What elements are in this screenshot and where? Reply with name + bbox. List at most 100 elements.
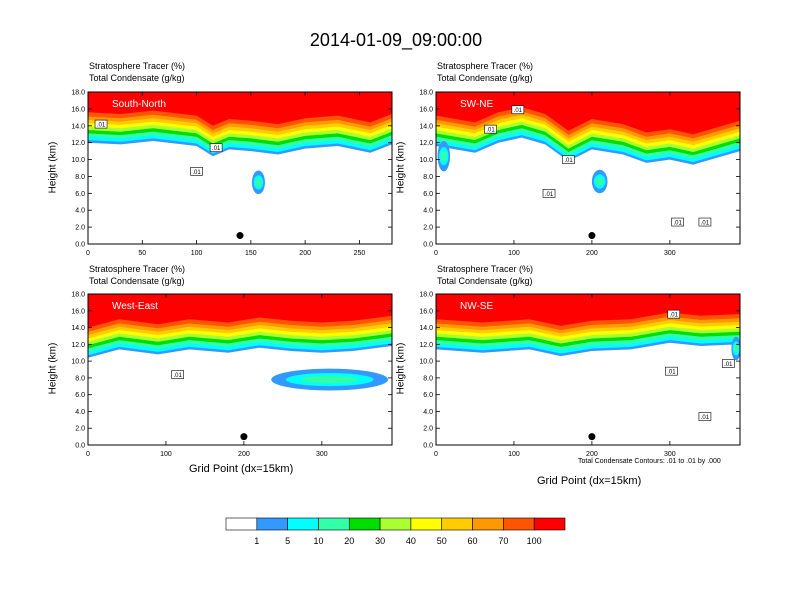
x-tick-label: 150 bbox=[245, 250, 257, 257]
tracer-band-0 bbox=[88, 92, 392, 126]
y-tick-label: 0.0 bbox=[423, 242, 433, 249]
panel-3: .01 .01 .01 .01 NW-SE 0.0 2.0 4.0 6.0 8.0 10.0 12.0… bbox=[419, 292, 741, 458]
tracer-band-0 bbox=[436, 92, 740, 135]
page-title: 2014-01-09_09:00:00 bbox=[309, 30, 483, 50]
y-tick-label: 12.0 bbox=[71, 140, 85, 147]
contour-label: .01 bbox=[97, 123, 106, 129]
location-marker bbox=[240, 433, 248, 441]
colorbar-swatch bbox=[287, 517, 319, 531]
y-tick-label: 18.0 bbox=[71, 90, 85, 97]
colorbar-label: 40 bbox=[406, 536, 416, 546]
y-tick-label: 8.0 bbox=[75, 375, 85, 382]
contour-label: .01 bbox=[173, 373, 182, 379]
y-tick-label: 18.0 bbox=[419, 292, 433, 299]
colorbar-swatch bbox=[379, 517, 412, 531]
panel-subtitle-line2: Total Condensate (g/kg) bbox=[437, 276, 533, 286]
x-tick-label: 0 bbox=[86, 250, 90, 257]
contour-label-box bbox=[698, 412, 712, 421]
colorbar-label: 50 bbox=[437, 536, 447, 546]
contour-label: .01 bbox=[514, 108, 523, 114]
contour-label-box bbox=[94, 119, 108, 129]
contour-note: Total Condensate Contours: .01 to .01 by… bbox=[578, 458, 721, 465]
y-tick-label: 12.0 bbox=[419, 342, 433, 349]
x-tick-label: 50 bbox=[138, 250, 146, 257]
panel-label: SW-NE bbox=[460, 99, 493, 110]
tracer-blob bbox=[300, 375, 359, 384]
y-tick-label: 0.0 bbox=[423, 443, 433, 450]
tracer-blob bbox=[733, 344, 739, 353]
plot-frame bbox=[87, 293, 393, 446]
y-tick-label: 12.0 bbox=[419, 140, 433, 147]
colorbar-swatch bbox=[472, 517, 504, 531]
y-tick-label: 16.0 bbox=[71, 106, 85, 113]
colorbar-swatch bbox=[441, 517, 473, 531]
panel-label: West-East bbox=[112, 301, 158, 312]
panel-label: South-North bbox=[112, 99, 166, 110]
contour-label-box bbox=[511, 105, 525, 115]
x-tick-label: 100 bbox=[508, 250, 520, 257]
contour-label: .01 bbox=[701, 221, 710, 227]
y-tick-label: 4.0 bbox=[423, 409, 433, 416]
contour-label: .01 bbox=[545, 192, 554, 198]
y-tick-label: 10.0 bbox=[71, 359, 85, 366]
y-tick-label: 6.0 bbox=[423, 392, 433, 399]
x-tick-label: 300 bbox=[664, 250, 676, 257]
panel-2: .01 West-East 0.0 2.0 4.0 6.0 8.0 10.0 12.0 14.0 1… bbox=[71, 292, 393, 458]
contour-label-box bbox=[209, 143, 223, 153]
colorbar-label: 20 bbox=[344, 536, 354, 546]
contour-label-box bbox=[542, 189, 556, 198]
y-tick-label: 0.0 bbox=[75, 443, 85, 450]
y-tick-label: 2.0 bbox=[75, 225, 85, 232]
plot-area: .01 .01 .01 .01 bbox=[436, 294, 740, 445]
contour-label: .01 bbox=[564, 158, 573, 164]
plot-area: .01 bbox=[88, 294, 392, 445]
panel-1: .01 .01 .01 .01 .01 .01 SW-NE 0.0 2.0 4.0 6.0 8.0 10… bbox=[419, 90, 741, 257]
x-tick-label: 100 bbox=[160, 451, 172, 458]
y-tick-label: 18.0 bbox=[71, 292, 85, 299]
x-axis-label: Grid Point (dx=15km) bbox=[189, 463, 294, 475]
x-tick-label: 200 bbox=[299, 250, 311, 257]
colorbar-swatch bbox=[503, 517, 535, 531]
x-tick-label: 0 bbox=[434, 250, 438, 257]
y-tick-label: 0.0 bbox=[75, 242, 85, 249]
panel-label: NW-SE bbox=[460, 301, 493, 312]
y-tick-label: 8.0 bbox=[423, 375, 433, 382]
y-tick-label: 18.0 bbox=[419, 90, 433, 97]
y-tick-label: 8.0 bbox=[75, 174, 85, 181]
x-tick-label: 300 bbox=[316, 451, 328, 458]
y-tick-label: 14.0 bbox=[71, 325, 85, 332]
contour-label-box bbox=[562, 155, 575, 164]
x-tick-label: 100 bbox=[508, 451, 520, 458]
y-tick-label: 14.0 bbox=[419, 123, 433, 130]
location-marker bbox=[588, 433, 596, 441]
colorbar-swatch bbox=[348, 517, 381, 531]
plot-frame bbox=[435, 91, 741, 245]
location-marker bbox=[588, 232, 596, 240]
panel-subtitle-line2: Total Condensate (g/kg) bbox=[89, 73, 185, 83]
x-axis-label: Grid Point (dx=15km) bbox=[537, 475, 642, 487]
colorbar: 1 5 10 20 30 40 50 60 70 100 bbox=[225, 517, 566, 546]
contour-label: .01 bbox=[673, 221, 682, 227]
y-tick-label: 6.0 bbox=[75, 392, 85, 399]
y-tick-label: 10.0 bbox=[419, 359, 433, 366]
plot-frame bbox=[87, 91, 393, 245]
colorbar-swatch bbox=[225, 517, 258, 531]
colorbar-label: 30 bbox=[375, 536, 385, 546]
x-tick-label: 100 bbox=[191, 250, 203, 257]
y-tick-label: 16.0 bbox=[419, 106, 433, 113]
y-tick-label: 4.0 bbox=[75, 208, 85, 215]
colorbar-swatch bbox=[410, 517, 443, 531]
contour-label-box bbox=[698, 217, 712, 227]
panel-subtitle-line1: Stratosphere Tracer (%) bbox=[437, 61, 534, 71]
plot-frame bbox=[435, 293, 741, 446]
x-tick-label: 200 bbox=[586, 250, 598, 257]
panel-subtitle-line2: Total Condensate (g/kg) bbox=[89, 276, 185, 286]
contour-label-box bbox=[665, 366, 678, 376]
y-tick-label: 4.0 bbox=[75, 409, 85, 416]
panel-subtitle-line1: Stratosphere Tracer (%) bbox=[89, 61, 186, 71]
contour-label-box bbox=[671, 217, 684, 227]
y-tick-label: 14.0 bbox=[71, 123, 85, 130]
contour-label: .01 bbox=[486, 128, 495, 134]
location-marker bbox=[236, 232, 244, 240]
colorbar-label: 10 bbox=[313, 536, 323, 546]
